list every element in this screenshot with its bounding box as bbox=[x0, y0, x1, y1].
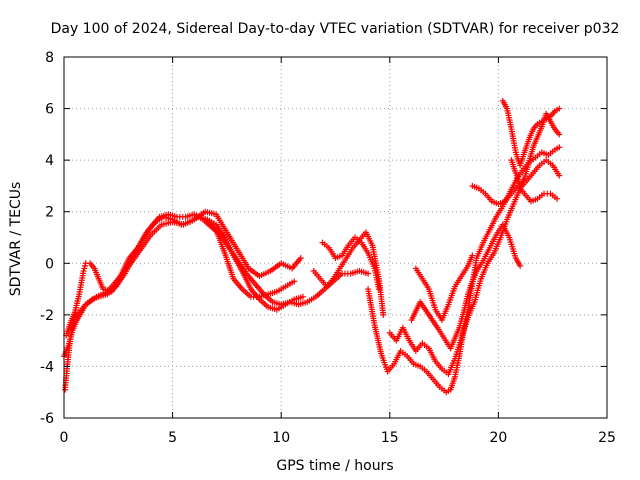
series-arc-13 bbox=[508, 110, 563, 189]
series-arc-11 bbox=[469, 182, 561, 207]
y-tick-label: -4 bbox=[40, 359, 54, 375]
chart-title: Day 100 of 2024, Sidereal Day-to-day VTE… bbox=[51, 21, 620, 37]
y-axis-label: SDTVAR / TECUs bbox=[8, 182, 24, 297]
y-tick-label: -2 bbox=[40, 308, 54, 324]
x-tick-label: 5 bbox=[168, 430, 177, 446]
data-point bbox=[375, 286, 382, 293]
data-point bbox=[380, 311, 387, 318]
series-arc-9 bbox=[408, 221, 524, 352]
data-point bbox=[556, 144, 563, 151]
data-point bbox=[517, 262, 524, 269]
data-point bbox=[556, 131, 563, 138]
x-tick-label: 15 bbox=[381, 430, 399, 446]
series-arc-4 bbox=[204, 219, 298, 300]
series-arc-5 bbox=[310, 229, 387, 318]
x-tick-label: 0 bbox=[60, 430, 69, 446]
data-point bbox=[291, 278, 298, 285]
grid-lines bbox=[64, 57, 607, 418]
series-arc-2 bbox=[63, 213, 306, 339]
data-point bbox=[365, 270, 372, 277]
x-tick-label: 20 bbox=[489, 430, 507, 446]
y-tick-label: 6 bbox=[45, 102, 54, 118]
series-arc-3 bbox=[62, 208, 304, 393]
x-tick-label: 25 bbox=[598, 430, 616, 446]
series-arc-6 bbox=[319, 234, 382, 293]
plot-frame bbox=[63, 56, 608, 419]
data-point bbox=[297, 255, 304, 262]
data-point bbox=[554, 195, 561, 202]
y-tick-label: 2 bbox=[45, 205, 54, 221]
data-points bbox=[61, 97, 563, 396]
data-point bbox=[469, 252, 476, 259]
x-tick-label: 10 bbox=[272, 430, 290, 446]
series-arc-8 bbox=[386, 157, 563, 378]
data-point bbox=[556, 172, 563, 179]
y-tick-label: 0 bbox=[45, 256, 54, 272]
y-tick-label: 8 bbox=[45, 50, 54, 66]
x-axis-label: GPS time / hours bbox=[276, 458, 393, 474]
data-point bbox=[299, 293, 306, 300]
series-arc-10 bbox=[412, 252, 476, 324]
axes: 0 5 10 15 20 25 -6 -4 -2 0 2 4 6 8 bbox=[40, 50, 616, 446]
y-tick-label: -6 bbox=[40, 411, 54, 427]
y-tick-label: 4 bbox=[45, 153, 54, 169]
data-point bbox=[556, 105, 563, 112]
